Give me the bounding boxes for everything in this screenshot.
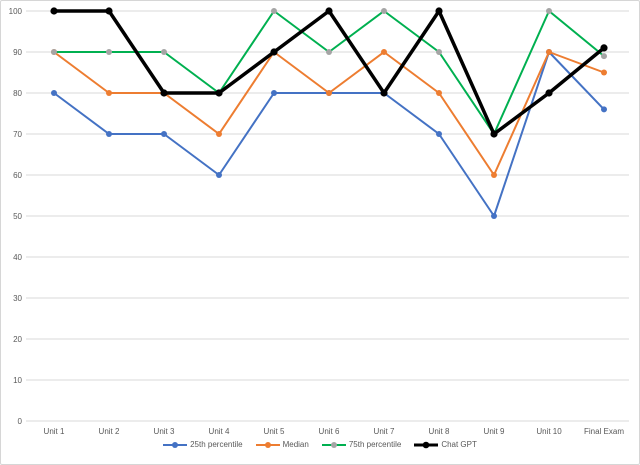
y-axis-tick-label: 80	[13, 89, 22, 98]
data-point-marker	[546, 8, 552, 14]
data-point-marker	[51, 49, 57, 55]
data-point-marker	[50, 7, 58, 15]
data-point-marker	[106, 49, 112, 55]
x-axis-tick-label: Unit 7	[374, 427, 395, 436]
data-point-marker	[271, 8, 277, 14]
data-point-marker	[600, 44, 608, 52]
data-point-marker	[546, 49, 552, 55]
y-axis-tick-label: 40	[13, 253, 22, 262]
data-point-marker	[106, 90, 112, 96]
legend-marker	[172, 442, 179, 448]
y-axis-tick-label: 100	[9, 7, 23, 16]
y-axis-tick-label: 30	[13, 294, 22, 303]
data-point-marker	[381, 8, 387, 14]
legend-item-chat-gpt: Chat GPT	[414, 439, 477, 451]
data-point-marker	[491, 213, 497, 219]
y-axis-tick-label: 0	[18, 417, 23, 426]
legend-label-chat-gpt: Chat GPT	[441, 440, 477, 449]
data-point-marker	[216, 131, 222, 137]
y-axis-tick-label: 10	[13, 376, 22, 385]
legend-marker	[423, 441, 430, 449]
data-point-marker	[490, 130, 498, 138]
y-axis-tick-label: 60	[13, 171, 22, 180]
y-axis-tick-label: 20	[13, 335, 22, 344]
legend-item-75th-percentile: 75th percentile	[321, 439, 402, 451]
legend-item-25th-percentile: 25th percentile	[163, 439, 243, 451]
legend-marker	[330, 442, 337, 448]
data-point-marker	[601, 53, 607, 60]
data-point-marker	[380, 89, 388, 97]
x-axis-tick-label: Unit 4	[209, 427, 230, 436]
data-point-marker	[326, 90, 332, 96]
data-point-marker	[545, 89, 553, 97]
x-axis-tick-label: Unit 10	[536, 427, 562, 436]
legend-swatch-75th-percentile-icon	[321, 442, 346, 448]
chart-canvas: 0 10 20 30 40 50 60 70 80 90 100 Unit 1 Unit 2 Unit 3…	[9, 7, 629, 436]
legend-swatch-25th-percentile-icon	[163, 442, 188, 448]
data-point-marker	[160, 89, 168, 97]
legend-swatch-chat-gpt-icon	[414, 441, 439, 449]
data-point-marker	[436, 131, 442, 137]
data-point-marker	[106, 131, 112, 137]
x-axis-tick-label: Unit 2	[99, 427, 120, 436]
x-axis-tick-label: Unit 3	[154, 427, 175, 436]
data-point-marker	[435, 7, 443, 15]
data-point-marker	[216, 172, 222, 178]
x-axis-tick-label: Unit 5	[264, 427, 285, 436]
data-point-marker	[601, 106, 607, 113]
y-axis-tick-label: 90	[13, 48, 22, 57]
legend: 25th percentile Median 75th percentile C…	[1, 439, 639, 451]
legend-marker	[264, 442, 271, 448]
data-point-marker	[105, 7, 113, 15]
x-axis-tick-label: Unit 9	[484, 427, 505, 436]
data-point-marker	[326, 49, 332, 55]
legend-item-median: Median	[255, 439, 309, 451]
y-axis-tick-label: 50	[13, 212, 22, 221]
legend-label-25th-percentile: 25th percentile	[190, 440, 243, 449]
data-point-marker	[51, 90, 57, 96]
legend-label-median: Median	[282, 440, 309, 449]
y-axis-tick-label: 70	[13, 130, 22, 139]
data-point-marker	[215, 89, 223, 97]
legend-swatch-median-icon	[255, 442, 280, 448]
data-point-marker	[491, 172, 497, 178]
data-point-marker	[161, 49, 167, 55]
data-point-marker	[381, 49, 387, 55]
data-point-marker	[325, 7, 333, 15]
data-point-marker	[271, 90, 277, 96]
x-axis-tick-label: Unit 1	[44, 427, 65, 436]
data-point-marker	[601, 69, 607, 76]
data-point-marker	[270, 48, 278, 56]
x-axis-tick-label: Unit 6	[319, 427, 340, 436]
x-axis-tick-label: Unit 8	[429, 427, 450, 436]
x-axis-tick-label: Final Exam	[584, 427, 624, 436]
data-point-marker	[161, 131, 167, 137]
data-point-marker	[436, 49, 442, 55]
legend-label-75th-percentile: 75th percentile	[348, 440, 402, 449]
data-point-marker	[436, 90, 442, 96]
